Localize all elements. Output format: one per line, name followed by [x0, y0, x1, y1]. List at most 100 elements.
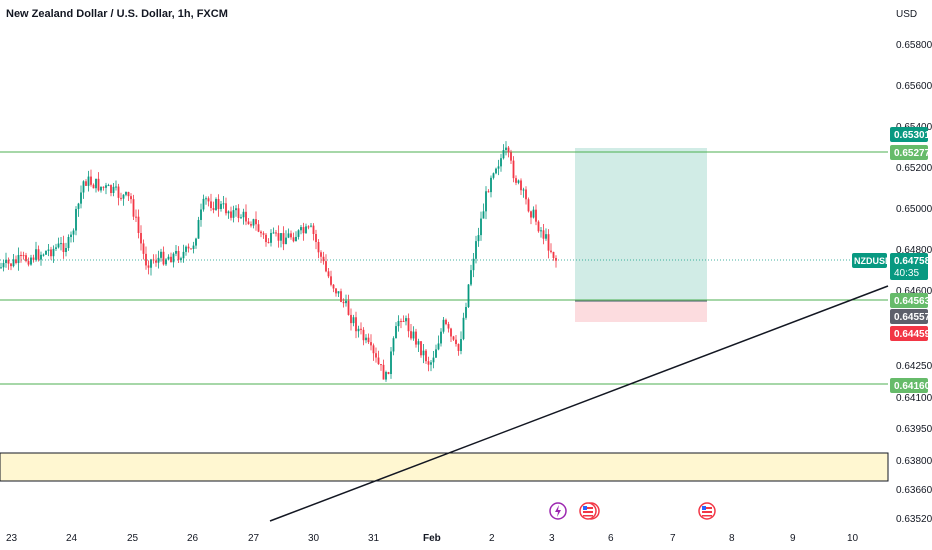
candle-up	[272, 232, 275, 234]
candle-down	[127, 191, 130, 197]
candle-down	[410, 331, 412, 339]
price-tag-64160[interactable]: 0.64160	[890, 378, 931, 393]
candle-up	[30, 257, 32, 265]
candle-down	[315, 233, 317, 243]
chart-title: New Zealand Dollar / U.S. Dollar, 1h, FX…	[6, 8, 228, 20]
price-tag-64563[interactable]: 0.64563	[890, 293, 931, 308]
x-tick: 10	[847, 533, 859, 544]
axis-currency: USD	[896, 9, 917, 20]
price-tag-label: 0.65277	[894, 148, 931, 159]
candle-up	[477, 235, 480, 242]
candle-down	[290, 233, 292, 238]
price-tag-64557[interactable]: 0.64557	[890, 309, 931, 324]
stop-zone[interactable]	[575, 302, 707, 322]
candle-down	[380, 364, 382, 366]
candle-down	[147, 265, 150, 268]
candle-up	[35, 249, 37, 260]
target-zone[interactable]	[575, 148, 707, 301]
candle-down	[120, 197, 122, 199]
candle-down	[170, 256, 172, 263]
us-flag-icon[interactable]	[579, 502, 600, 520]
candle-up	[395, 326, 397, 339]
candle-up	[235, 208, 237, 211]
candle-up	[297, 230, 300, 237]
candle-down	[135, 216, 137, 218]
candle-down	[62, 243, 65, 252]
candle-up	[2, 262, 5, 268]
candle-down	[452, 336, 455, 340]
us-flag-icon[interactable]	[698, 502, 716, 520]
candle-down	[325, 261, 327, 272]
x-tick: 26	[187, 533, 199, 544]
candle-up	[295, 236, 297, 242]
x-tick: 23	[6, 533, 18, 544]
candle-up	[60, 243, 62, 245]
candle-down	[327, 271, 330, 277]
candle-up	[287, 233, 290, 238]
candle-down	[177, 250, 180, 260]
candle-down	[332, 284, 335, 289]
candle-down	[142, 243, 145, 254]
candle-down	[555, 258, 557, 261]
candle-down	[162, 251, 165, 265]
x-tick: 7	[670, 533, 676, 544]
candle-down	[552, 251, 555, 259]
price-tag-65277[interactable]: 0.65277	[890, 145, 931, 160]
candle-down	[400, 320, 402, 322]
candle-down	[457, 344, 460, 351]
candle-up	[352, 317, 355, 324]
candle-down	[132, 199, 135, 217]
candle-down	[360, 328, 362, 330]
candle-up	[227, 211, 230, 214]
candle-down	[330, 276, 332, 285]
time-axis[interactable]: 23 24 25 26 27 30 31 Feb 2 3 6 7 8 9 10	[6, 533, 859, 544]
candle-down	[450, 328, 452, 337]
price-tag-65301[interactable]: 0.65301	[890, 127, 931, 142]
candle-up	[95, 178, 97, 189]
x-tick: 8	[729, 533, 735, 544]
candle-down	[25, 255, 27, 262]
candle-up	[192, 245, 195, 249]
symbol-tag[interactable]: NZDUSD 0.64758 40:35	[852, 253, 931, 280]
candle-down	[237, 208, 240, 219]
y-tick: 0.64800	[896, 245, 932, 256]
candle-down	[420, 341, 422, 356]
candle-up	[100, 186, 102, 191]
price-tag-64459[interactable]: 0.64459	[890, 326, 931, 341]
candle-down	[152, 259, 155, 261]
candle-down	[277, 233, 280, 241]
candle-down	[487, 191, 490, 193]
candle-down	[137, 216, 140, 234]
candle-up	[125, 191, 127, 195]
candle-down	[250, 224, 252, 226]
candle-down	[382, 364, 385, 380]
candle-down	[267, 242, 270, 244]
candle-up	[480, 218, 482, 236]
candle-up	[285, 237, 287, 245]
candle-up	[72, 230, 75, 235]
candle-down	[407, 318, 410, 332]
candle-down	[145, 253, 147, 266]
y-tick: 0.65800	[896, 40, 932, 51]
candle-up	[157, 257, 160, 263]
lightning-icon[interactable]	[549, 502, 567, 520]
candle-down	[7, 259, 10, 264]
price-axis[interactable]: USD 0.65800 0.65600 0.65400 0.65200 0.65…	[852, 9, 932, 525]
candle-down	[455, 339, 457, 345]
candle-down	[212, 208, 215, 210]
trendline[interactable]	[269, 285, 889, 522]
candle-down	[402, 321, 405, 323]
candle-down	[507, 147, 510, 153]
candle-up	[462, 317, 465, 340]
candle-up	[240, 217, 242, 219]
candle-up	[115, 186, 117, 188]
candle-up	[107, 185, 110, 187]
candle-up	[300, 227, 302, 231]
x-tick: 25	[127, 533, 139, 544]
supply-zone[interactable]	[0, 452, 889, 482]
candle-up	[122, 194, 125, 199]
candle-up	[150, 259, 152, 268]
candle-up	[412, 331, 415, 339]
x-tick: 27	[248, 533, 260, 544]
